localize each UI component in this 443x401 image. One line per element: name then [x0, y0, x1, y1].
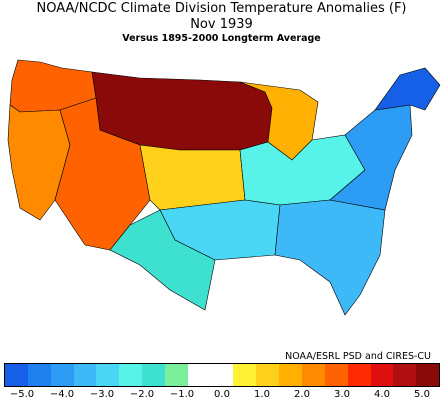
color-swatch	[73, 364, 97, 386]
color-scale-bar	[4, 363, 440, 387]
color-swatch	[50, 364, 74, 386]
color-swatch	[187, 364, 211, 386]
tick-label: 2.0	[294, 389, 310, 400]
map-title: NOAA/NCDC Climate Division Temperature A…	[36, 1, 407, 16]
tick-label: 0.0	[214, 389, 230, 400]
us-climate-division-map	[7, 59, 441, 316]
color-swatch	[96, 364, 120, 386]
color-swatch	[210, 364, 234, 386]
color-swatch	[393, 364, 417, 386]
tick-label: 1.0	[254, 389, 270, 400]
region-central-plains	[139, 144, 246, 211]
tick-label: −3.0	[89, 389, 115, 400]
color-swatch	[324, 364, 348, 386]
data-credit: NOAA/ESRL PSD and CIRES-CU	[285, 351, 431, 362]
tick-label: −1.0	[169, 389, 195, 400]
color-swatch	[119, 364, 143, 386]
tick-label: 3.0	[334, 389, 350, 400]
color-swatch	[301, 364, 325, 386]
color-swatch	[5, 364, 28, 386]
color-swatch	[347, 364, 371, 386]
tick-label: −5.0	[9, 389, 35, 400]
color-swatch	[233, 364, 257, 386]
region-new-england	[374, 67, 441, 111]
color-scale-ticks: −5.0 −4.0 −3.0 −2.0 −1.0 0.0 1.0 2.0 3.0 4.0 5.0	[4, 389, 440, 401]
color-swatch	[142, 364, 165, 386]
region-texas	[109, 209, 216, 311]
region-west-coast	[7, 104, 71, 221]
tick-label: 4.0	[374, 389, 390, 400]
color-swatch	[370, 364, 394, 386]
color-swatch	[279, 364, 302, 386]
tick-label: −2.0	[129, 389, 155, 400]
color-swatch	[27, 364, 51, 386]
tick-label: −4.0	[49, 389, 75, 400]
color-swatch	[164, 364, 188, 386]
map-date: Nov 1939	[190, 17, 253, 32]
tick-label: 5.0	[414, 389, 430, 400]
region-southeast	[274, 199, 386, 316]
map-subtitle: Versus 1895-2000 Longterm Average	[122, 33, 321, 44]
color-swatch	[416, 364, 440, 386]
color-swatch	[256, 364, 280, 386]
